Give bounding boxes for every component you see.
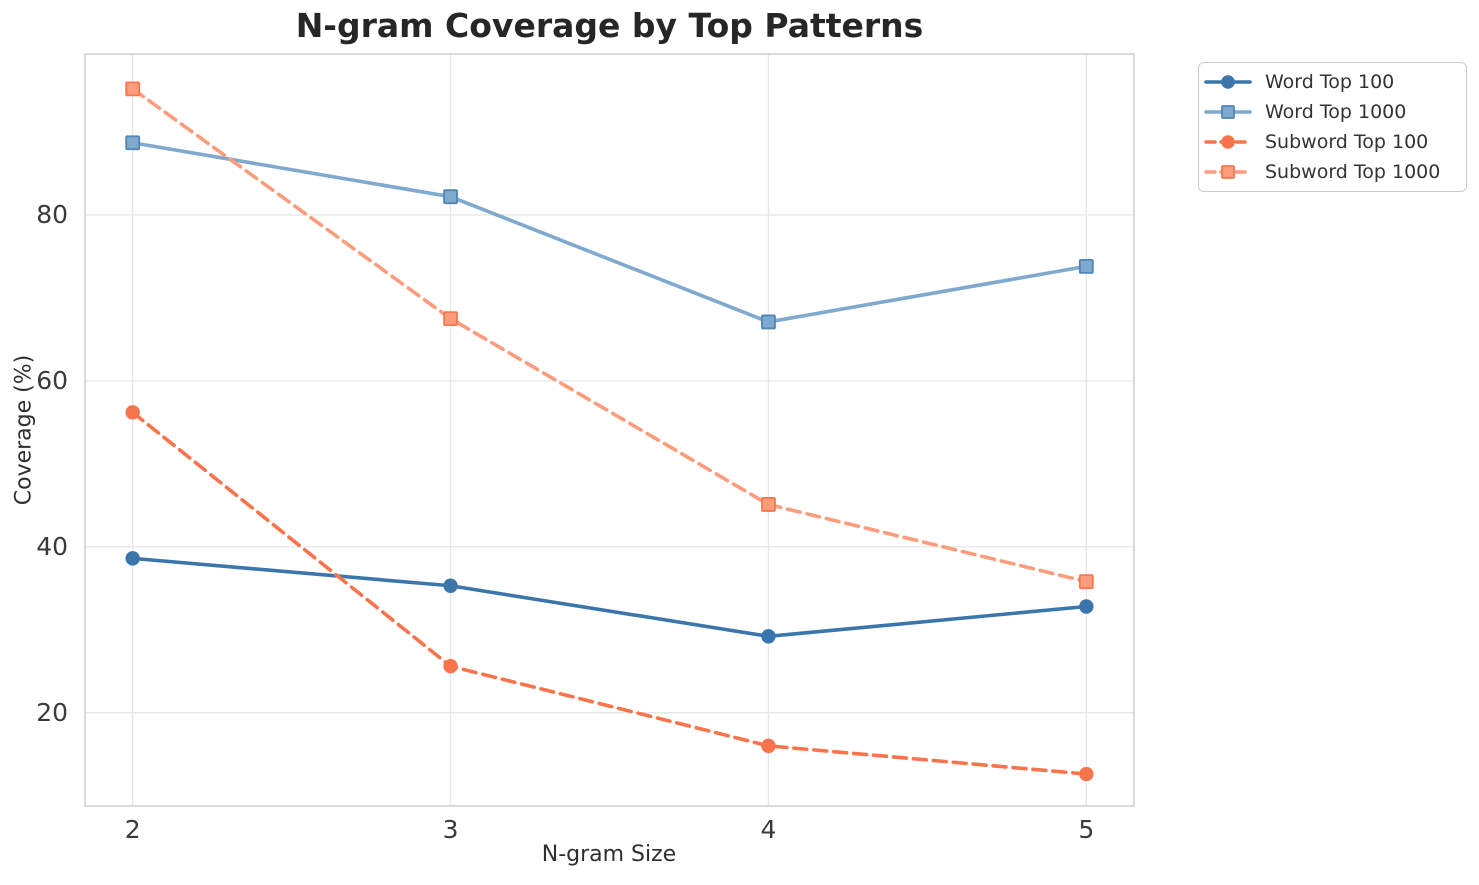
data-point-marker	[443, 189, 458, 205]
y-tick-label: 80	[36, 199, 68, 229]
y-tick-label: 20	[36, 697, 68, 727]
series-subword-top-100	[125, 405, 1094, 782]
y-tick-label: 40	[36, 531, 68, 561]
data-point-marker	[761, 497, 776, 512]
data-point-marker	[1078, 574, 1094, 590]
data-point-marker	[125, 81, 141, 97]
series-word-top-100	[125, 551, 1094, 644]
grid-lines	[85, 54, 1134, 806]
plot-border	[84, 53, 1135, 807]
data-point-marker	[1078, 258, 1094, 274]
y-tick-label: 60	[36, 365, 68, 395]
legend-item: Subword Top 1000	[1204, 158, 1458, 187]
data-point-marker	[125, 135, 141, 151]
y-axis-label: Coverage (%)	[11, 354, 37, 506]
series-subword-top-1000	[125, 81, 1094, 590]
chart-title: N-gram Coverage by Top Patterns	[295, 6, 924, 45]
data-point-marker	[1079, 766, 1094, 782]
x-tick-label: 4	[760, 815, 777, 844]
series-word-top-1000	[125, 135, 1094, 330]
legend-line-sample	[1204, 165, 1252, 179]
legend: Word Top 100 Word Top 1000 Subword Top 100…	[1198, 62, 1467, 192]
data-point-marker	[761, 738, 776, 754]
legend-label: Subword Top 1000	[1265, 161, 1441, 183]
legend-item: Word Top 100	[1204, 68, 1458, 97]
x-axis-label: N-gram Size	[541, 842, 677, 867]
legend-label: Word Top 1000	[1265, 101, 1407, 123]
legend-label: Subword Top 100	[1265, 131, 1429, 153]
data-point-marker	[761, 314, 776, 330]
x-tick-label: 5	[1078, 815, 1095, 844]
data-point-marker	[1079, 599, 1094, 614]
data-point-marker	[125, 405, 140, 420]
legend-line-sample	[1204, 135, 1252, 149]
x-tick-label: 2	[124, 815, 141, 844]
data-point-marker	[443, 659, 458, 674]
data-point-marker	[125, 551, 140, 566]
legend-item: Word Top 1000	[1204, 98, 1458, 127]
data-point-marker	[443, 578, 458, 593]
legend-line-sample	[1204, 75, 1252, 89]
data-point-marker	[761, 629, 776, 644]
legend-label: Word Top 100	[1265, 71, 1395, 93]
legend-item: Subword Top 100	[1204, 128, 1458, 157]
legend-line-sample	[1204, 105, 1252, 119]
x-tick-label: 3	[442, 815, 459, 844]
data-point-marker	[443, 311, 458, 327]
